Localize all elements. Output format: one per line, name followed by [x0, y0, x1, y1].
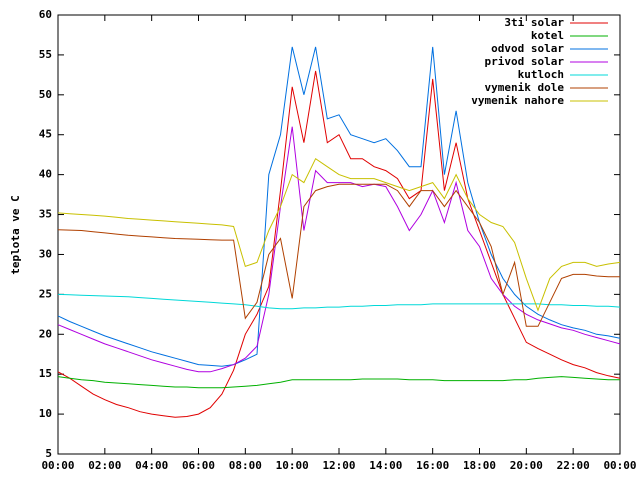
x-tick-label: 18:00 — [463, 459, 496, 472]
x-tick-label: 08:00 — [229, 459, 262, 472]
x-tick-label: 14:00 — [369, 459, 402, 472]
series-line — [57, 70, 621, 418]
x-tick-label: 04:00 — [135, 459, 168, 472]
x-tick-label: 22:00 — [557, 459, 590, 472]
series-line — [57, 293, 621, 310]
legend-label: vymenik nahore — [471, 94, 564, 107]
y-tick-label: 40 — [39, 168, 52, 181]
x-tick-label: 00:00 — [41, 459, 74, 472]
y-tick-label: 15 — [39, 367, 52, 380]
y-tick-label: 35 — [39, 208, 52, 221]
x-tick-label: 10:00 — [276, 459, 309, 472]
y-tick-label: 45 — [39, 128, 52, 141]
legend-label: kutloch — [518, 68, 564, 81]
x-tick-label: 12:00 — [322, 459, 355, 472]
y-tick-label: 20 — [39, 327, 52, 340]
legend-label: vymenik dole — [485, 81, 565, 94]
series-line — [57, 376, 620, 389]
legend-label: kotel — [531, 29, 564, 42]
legend-label: odvod solar — [491, 42, 564, 55]
legend-label: 3ti solar — [504, 16, 564, 29]
legend-label: privod solar — [485, 55, 565, 68]
y-tick-label: 30 — [39, 247, 52, 260]
x-tick-label: 02:00 — [88, 459, 121, 472]
y-tick-label: 50 — [39, 88, 52, 101]
x-tick-label: 00:00 — [603, 459, 636, 472]
y-tick-label: 25 — [39, 287, 52, 300]
x-tick-label: 16:00 — [416, 459, 449, 472]
y-tick-label: 10 — [39, 407, 52, 420]
series-line — [57, 126, 621, 373]
y-tick-label: 55 — [39, 48, 52, 61]
series-line — [57, 183, 620, 327]
series-line — [57, 157, 621, 312]
y-tick-label: 5 — [45, 447, 52, 460]
x-tick-label: 20:00 — [510, 459, 543, 472]
series-line — [57, 46, 621, 367]
x-tick-label: 06:00 — [182, 459, 215, 472]
y-axis-label: teplota ve C — [9, 195, 22, 274]
y-tick-label: 60 — [39, 8, 52, 21]
